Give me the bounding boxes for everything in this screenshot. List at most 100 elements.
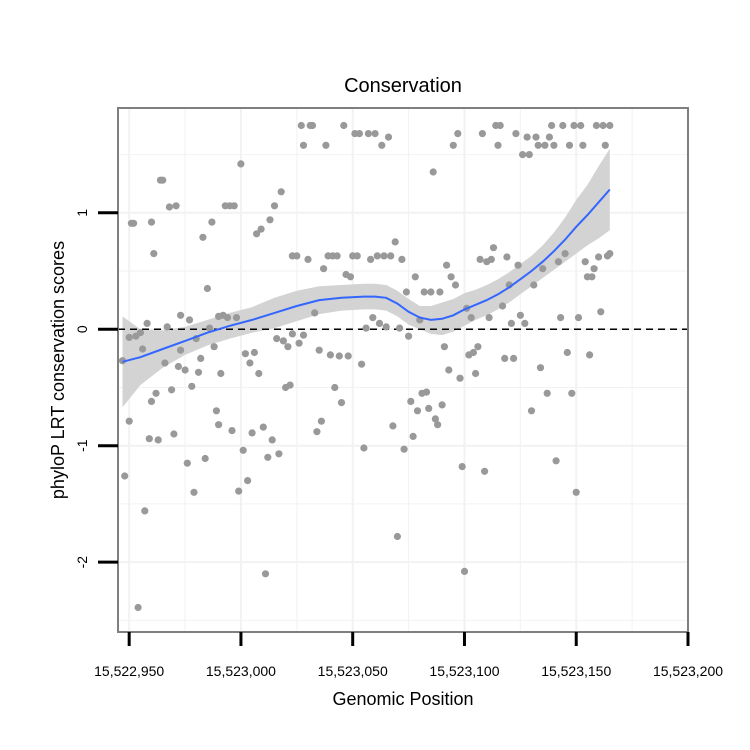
data-point (340, 121, 348, 130)
data-point (476, 255, 484, 263)
data-point (469, 348, 477, 357)
data-point (530, 281, 538, 289)
data-point (317, 417, 325, 425)
data-point (501, 354, 509, 362)
data-point (364, 130, 372, 138)
data-point (304, 255, 312, 263)
data-point (293, 252, 301, 260)
data-point (125, 333, 133, 341)
data-point (161, 359, 169, 367)
data-point (308, 121, 317, 130)
data-point (170, 430, 178, 438)
x-tick-label: 15,522,950 (94, 663, 164, 679)
data-point (581, 258, 589, 266)
data-point (248, 429, 256, 437)
x-tick-label: 15,523,000 (206, 663, 276, 679)
data-point (498, 302, 507, 310)
data-point (121, 472, 129, 480)
data-point (543, 389, 551, 397)
confidence-ribbon (122, 148, 610, 408)
data-point (185, 316, 194, 324)
data-point (525, 151, 533, 159)
data-point (237, 160, 245, 168)
data-point (601, 141, 609, 149)
data-point (154, 436, 162, 444)
data-point (380, 252, 388, 260)
data-point (210, 343, 218, 351)
data-point (550, 141, 558, 149)
data-point (284, 343, 292, 351)
y-tick-label: -2 (74, 556, 90, 569)
data-point (487, 255, 495, 263)
data-point (592, 121, 601, 130)
data-point (586, 351, 594, 359)
data-point (136, 329, 144, 337)
data-point (288, 330, 296, 338)
data-point (523, 133, 531, 141)
data-point (545, 133, 554, 141)
data-point (259, 423, 267, 431)
x-tick-label: 15,523,200 (653, 663, 723, 679)
data-point (443, 261, 451, 269)
x-tick-label: 15,523,150 (541, 663, 611, 679)
data-point (217, 369, 225, 378)
data-point (145, 435, 153, 443)
data-point (261, 570, 270, 578)
data-point (451, 281, 460, 289)
data-point (429, 168, 437, 176)
data-point (147, 397, 156, 405)
y-axis-label: phyloP LRT conservation scores (48, 241, 68, 499)
data-point (150, 250, 158, 258)
data-point (369, 314, 377, 322)
data-point (223, 314, 232, 322)
data-point (557, 314, 565, 322)
data-point (391, 238, 399, 246)
data-points (118, 121, 614, 612)
data-point (130, 219, 138, 227)
data-point (362, 324, 370, 332)
data-point (503, 253, 511, 261)
data-point (534, 141, 542, 149)
data-point (474, 343, 482, 351)
data-point (355, 130, 363, 138)
data-point (447, 273, 455, 281)
data-point (431, 415, 439, 423)
data-point (118, 357, 127, 365)
data-point (445, 366, 453, 374)
y-tick-label: -1 (74, 439, 90, 452)
data-point (606, 121, 614, 130)
x-tick-label: 15,523,050 (318, 663, 388, 679)
y-tick-label: 1 (74, 209, 90, 217)
data-point (554, 258, 563, 266)
data-point (509, 354, 518, 362)
data-point (228, 427, 236, 435)
data-point (382, 323, 390, 331)
data-point (326, 351, 334, 359)
data-point (597, 308, 605, 316)
data-point (521, 319, 529, 327)
data-point (588, 273, 596, 281)
data-point (270, 202, 279, 210)
data-point (371, 130, 379, 138)
data-point (606, 250, 614, 258)
data-point (177, 311, 185, 319)
data-point (208, 218, 216, 226)
data-point (398, 255, 406, 263)
data-point (203, 284, 211, 293)
data-point (168, 386, 176, 394)
data-point (458, 463, 466, 471)
data-point (387, 252, 395, 260)
data-point (595, 253, 603, 261)
data-point (257, 225, 265, 233)
data-point (512, 130, 520, 138)
data-point (264, 453, 272, 461)
data-point (552, 457, 560, 465)
data-point (353, 252, 361, 260)
data-point (194, 368, 203, 376)
x-axis-label: Genomic Position (332, 689, 473, 709)
data-point (279, 337, 287, 345)
data-point (409, 432, 417, 440)
x-axis-ticks: 15,522,950 15,523,000 15,523,050 15,523,100… (94, 632, 723, 679)
data-point (485, 314, 493, 322)
data-point (315, 346, 323, 354)
